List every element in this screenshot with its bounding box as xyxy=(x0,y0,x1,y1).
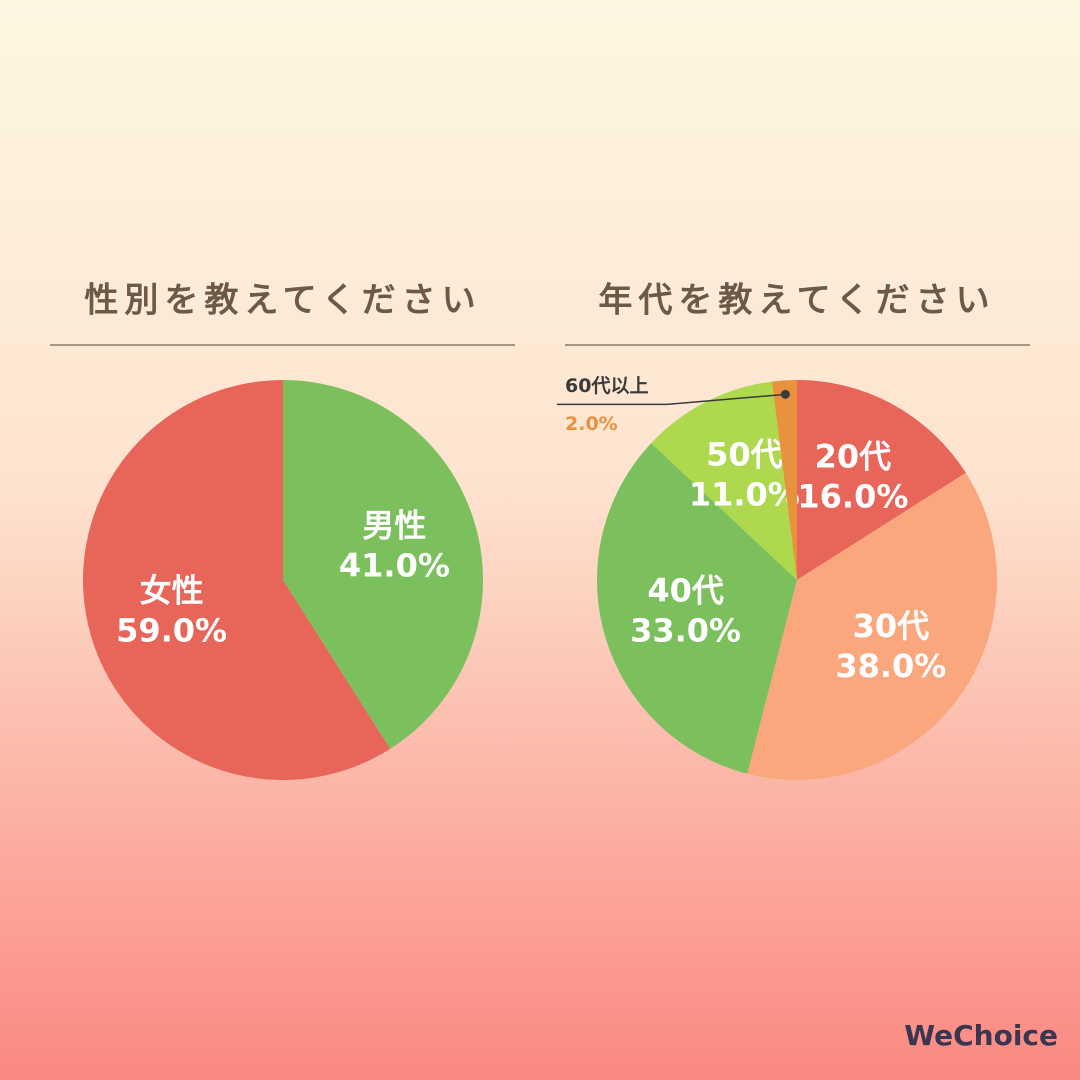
pie-slice xyxy=(597,443,797,774)
slice-value-label: 59.0% xyxy=(116,611,227,649)
slice-label: 40代 xyxy=(647,571,724,609)
slice-label: 20代 xyxy=(815,437,892,475)
slice-value-label: 16.0% xyxy=(797,477,908,515)
leader-dot xyxy=(780,389,790,399)
slice-label: 女性 xyxy=(140,571,204,609)
slice-label: 50代 xyxy=(706,436,783,474)
pie-slice xyxy=(283,380,484,749)
slice-label: 60代以上 xyxy=(565,375,648,397)
pie-slice xyxy=(747,472,997,780)
pie-slice xyxy=(797,380,966,580)
pie-slice xyxy=(83,380,391,780)
brand-logo: WeChoice xyxy=(904,1019,1058,1052)
slice-label: 男性 xyxy=(362,507,426,545)
chart-title: 年代を教えてください xyxy=(598,281,995,321)
leader-line xyxy=(557,393,786,406)
slice-value-label: 11.0% xyxy=(689,476,800,514)
slice-value-label: 2.0% xyxy=(565,413,618,435)
chart-title: 性別を教えてください xyxy=(84,281,481,321)
pie-slice xyxy=(771,380,797,580)
pie-slice xyxy=(651,381,797,580)
slice-label: 30代 xyxy=(853,607,930,645)
slice-value-label: 38.0% xyxy=(835,647,946,685)
slice-value-label: 41.0% xyxy=(339,547,450,585)
slice-value-label: 33.0% xyxy=(630,611,741,649)
